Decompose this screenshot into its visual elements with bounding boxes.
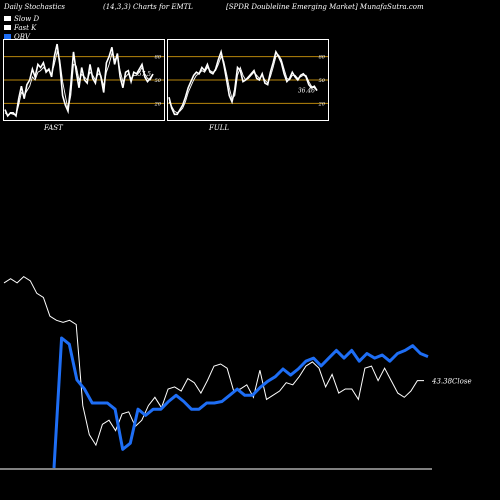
- fast-tick-80: 80: [155, 55, 162, 61]
- full-series-slow-d: [168, 54, 318, 114]
- close-series-line: [3, 275, 424, 447]
- fast-tick-50: 50: [155, 78, 162, 84]
- full-tick-20: 20: [318, 101, 326, 107]
- header-left: Daily Stochastics: [4, 3, 66, 11]
- legend: Slow D Fast K OBV: [4, 14, 39, 41]
- legend-label-obv: OBV: [14, 32, 30, 41]
- fast-series-fast-k: [4, 43, 154, 118]
- fast-last-value: 57.5: [138, 71, 152, 78]
- legend-label-fast-k: Fast K: [14, 23, 37, 32]
- legend-swatch-slow-d: [4, 16, 11, 21]
- legend-item-slow-d: Slow D: [4, 14, 39, 23]
- obv-series-line: [52, 336, 429, 469]
- header-middle: (14,3,3) Charts for EMTL: [103, 3, 193, 11]
- header-right: [SPDR Doubleline Emerging Market] Munafa…: [226, 3, 424, 11]
- full-tick-80: 80: [319, 55, 326, 61]
- price-obv-panel: 43.38Close: [0, 275, 472, 470]
- legend-swatch-obv: [4, 34, 11, 39]
- legend-swatch-fast-k: [4, 25, 11, 30]
- legend-item-obv: OBV: [4, 32, 39, 41]
- full-stochastic-panel: 20 50 80 36.46: [167, 39, 329, 121]
- fast-tick-20: 20: [154, 101, 162, 107]
- full-tick-50: 50: [319, 78, 326, 84]
- legend-label-slow-d: Slow D: [14, 14, 40, 23]
- full-last-value: 36.46: [298, 88, 315, 95]
- full-series-fast-k: [168, 48, 318, 116]
- fast-panel-title: FAST: [44, 124, 63, 132]
- legend-item-fast-k: Fast K: [4, 23, 39, 32]
- fast-stochastic-panel: 20 50 80 57.5: [3, 39, 165, 121]
- close-last-value: 43.38Close: [431, 378, 472, 386]
- full-panel-title: FULL: [209, 124, 230, 132]
